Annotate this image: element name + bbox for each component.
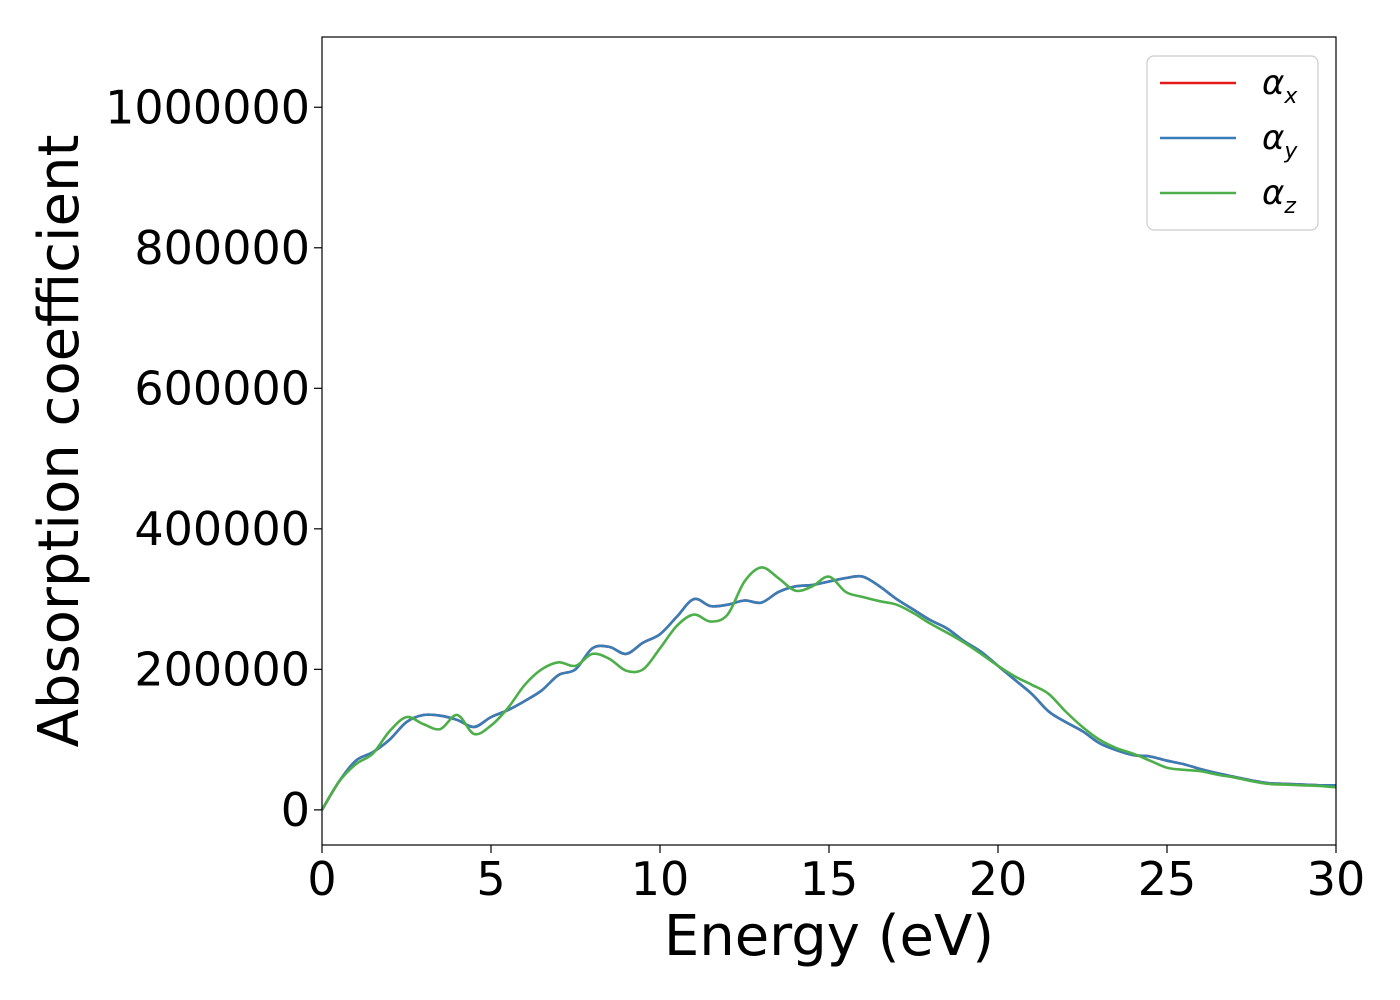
x-tick-label: 5 bbox=[476, 852, 505, 906]
x-tick-label: 0 bbox=[307, 852, 336, 906]
x-tick-label: 25 bbox=[1138, 852, 1197, 906]
y-tick-label: 400000 bbox=[134, 502, 310, 556]
x-tick-label: 10 bbox=[631, 852, 690, 906]
legend: αx αy αz bbox=[1146, 55, 1319, 231]
series-line-z bbox=[320, 566, 1337, 811]
series-layer bbox=[320, 566, 1337, 811]
y-tick-label: 200000 bbox=[134, 642, 310, 696]
y-tick-label: 0 bbox=[281, 783, 310, 837]
x-tick-label: 30 bbox=[1307, 852, 1366, 906]
legend-label-z: αz bbox=[1262, 173, 1296, 219]
y-axis-label: Absorption coefficient bbox=[27, 135, 92, 748]
y-tick-label: 800000 bbox=[134, 221, 310, 275]
ticks-layer: 0 5 10 15 20 25 30 0 200000 400000 600000 800000 100… bbox=[105, 80, 1365, 906]
x-tick-label: 20 bbox=[969, 852, 1028, 906]
x-tick-label: 15 bbox=[800, 852, 859, 906]
legend-label-y: αy bbox=[1262, 118, 1298, 164]
x-axis-label: Energy (eV) bbox=[664, 904, 994, 969]
y-tick-label: 600000 bbox=[134, 361, 310, 415]
y-tick-label: 1000000 bbox=[105, 80, 310, 134]
legend-label-x: αx bbox=[1262, 63, 1298, 109]
legend-items: αx αy αz bbox=[1160, 63, 1298, 219]
legend-box bbox=[1146, 55, 1319, 231]
series-line-y bbox=[320, 574, 1337, 811]
